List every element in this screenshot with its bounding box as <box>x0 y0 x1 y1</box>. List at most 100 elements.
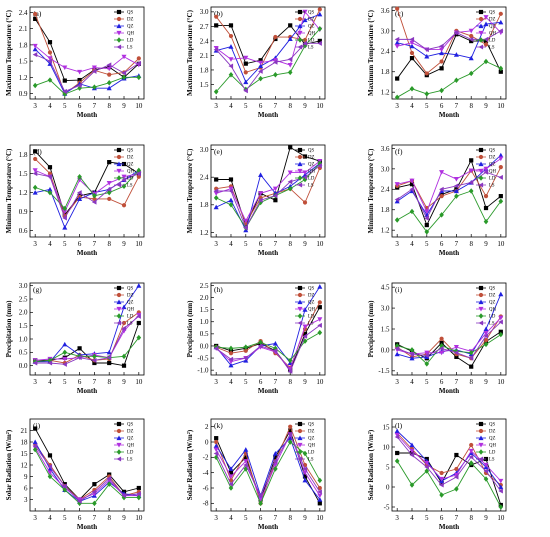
legend-label: QZ <box>489 301 495 306</box>
x-tick-label: 6 <box>259 514 263 522</box>
legend-marker <box>478 16 484 22</box>
x-tick-label: 10 <box>497 102 505 110</box>
chart-panel-5: 3 4 5 6 7 8 9 10 1.2 1.8 2.4 3.0 Month Minimum Temper… <box>186 144 326 257</box>
data-point-qz <box>483 21 489 27</box>
legend-marker <box>116 292 122 298</box>
x-tick-label: 6 <box>78 240 82 248</box>
data-point-qz <box>228 197 234 203</box>
data-point-qh <box>62 209 68 215</box>
data-point-ld <box>439 342 444 349</box>
data-point-qz <box>317 11 323 17</box>
series-line-qs <box>34 428 139 501</box>
data-point-qz <box>243 79 249 85</box>
chart-panel-11: 3 4 5 6 7 8 9 10 -8 -6 -4 -2 0 2 Month Solar Radiation … <box>186 418 326 531</box>
data-point-ls <box>106 186 112 192</box>
legend-entry-ls: LS <box>114 320 133 327</box>
data-point-ld <box>483 58 489 65</box>
data-point-dz <box>121 320 127 326</box>
y-tick-label: 3.0 <box>381 304 390 312</box>
legend-marker <box>478 456 484 462</box>
legend-label: LS <box>489 458 495 463</box>
data-point-qh <box>317 317 323 322</box>
series-line-dz <box>34 158 140 217</box>
legend-marker <box>478 9 484 15</box>
data-point-qh <box>287 63 293 68</box>
legend-label: QH <box>127 444 134 449</box>
x-tick-label: 7 <box>455 102 459 110</box>
y-tick-label: -0.5 <box>197 354 209 362</box>
legend-label: LS <box>127 46 133 51</box>
legend-marker <box>478 182 484 188</box>
data-point-qz <box>228 44 234 49</box>
legend-label: QZ <box>127 25 133 30</box>
legend-entry-ld: LD <box>476 449 496 456</box>
legend-label: LS <box>308 184 314 189</box>
data-point-ls <box>213 188 219 194</box>
data-point-qh <box>272 186 278 192</box>
data-point-ld <box>302 450 308 457</box>
series-line-qs <box>397 159 502 227</box>
data-point-ls <box>483 468 489 474</box>
data-point-ls <box>47 58 53 64</box>
data-point-qs <box>47 453 53 458</box>
data-point-ld <box>424 91 430 97</box>
legend-entry-dz: DZ <box>295 154 314 161</box>
series-dz <box>33 156 141 219</box>
legend-marker <box>116 449 122 455</box>
legend-entry-ld: LD <box>114 175 134 182</box>
data-point-ld <box>62 487 68 493</box>
data-point-ls <box>106 355 112 361</box>
data-point-ls <box>394 36 400 42</box>
series-line-qh <box>397 158 502 213</box>
data-point-qz <box>77 196 83 202</box>
y-tick-label: 1.2 <box>381 89 390 97</box>
legend-entry-dz: DZ <box>114 292 133 299</box>
y-tick-label: 3.0 <box>381 165 390 173</box>
y-tick-label: 3.0 <box>381 27 390 35</box>
data-point-ls <box>77 498 82 504</box>
data-point-ls <box>498 174 503 180</box>
legend-entry-ls: LS <box>476 320 495 327</box>
data-point-qz <box>136 283 142 288</box>
data-point-ld <box>273 466 278 472</box>
x-tick-label: 9 <box>122 378 126 386</box>
legend-label: QZ <box>489 163 495 168</box>
y-tick-label: 3.6 <box>381 145 390 153</box>
legend-entry-qz: QZ <box>114 299 133 306</box>
data-point-ld <box>106 481 112 487</box>
data-point-ld <box>409 482 415 488</box>
data-point-qs <box>288 428 293 433</box>
x-tick-label: 9 <box>122 102 126 110</box>
legend-marker <box>116 147 122 153</box>
series-line-ls <box>215 325 321 373</box>
y-tick-label: 2.4 <box>381 48 390 56</box>
series-line-qh <box>397 317 502 355</box>
data-point-ld <box>32 82 38 89</box>
legend: QS DZ QZ QH LD LS <box>476 9 496 51</box>
data-point-ls <box>243 225 248 231</box>
data-point-ls <box>424 464 429 470</box>
legend-entry-qh: QH <box>476 168 496 175</box>
series-line-ld <box>397 334 502 365</box>
x-tick-label: 3 <box>395 514 399 522</box>
y-axis-label: Minimum Temperature (°C) <box>5 148 13 233</box>
data-point-dz <box>273 34 278 40</box>
y-tick-label: 1.5 <box>381 325 390 333</box>
legend-entry-qz: QZ <box>476 23 495 30</box>
legend-marker <box>297 16 303 22</box>
legend-entry-ls: LS <box>295 320 314 327</box>
data-point-qs <box>469 364 474 369</box>
y-tick-label: 1.0 <box>200 318 209 326</box>
legend-label: LD <box>308 177 315 182</box>
y-tick-label: 5 <box>386 463 390 471</box>
legend-label: DZ <box>308 294 314 299</box>
legend-label: QH <box>308 32 315 37</box>
data-point-ld <box>454 486 459 492</box>
data-point-qs <box>121 161 127 167</box>
x-axis-label: Month <box>258 387 278 395</box>
data-point-qs <box>228 470 234 475</box>
data-point-ld <box>258 339 263 346</box>
data-point-qz <box>106 349 112 355</box>
legend-label: LD <box>127 39 134 44</box>
